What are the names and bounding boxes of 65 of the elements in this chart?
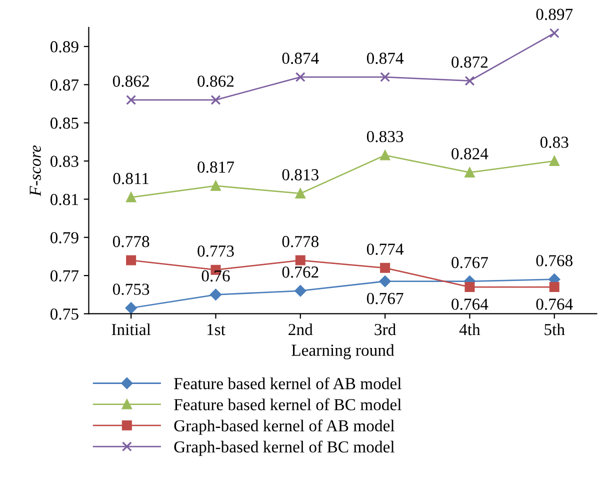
data-label: 0.762 — [282, 266, 318, 278]
legend-label: Graph-based kernel of AB model — [174, 420, 394, 435]
y-tick-label: 0.81 — [50, 194, 78, 206]
point — [295, 72, 306, 82]
point — [380, 72, 390, 82]
data-label: 0.824 — [452, 148, 488, 160]
y-tick-label: 0.87 — [50, 79, 79, 91]
y-tick-label: 0.83 — [50, 156, 78, 168]
point — [126, 94, 136, 105]
data-label: 0.774 — [366, 244, 404, 255]
y-tick-label: 0.85 — [50, 118, 78, 129]
legend-label: Feature based kernel of BC model — [174, 398, 402, 410]
y-tick-label: 0.89 — [50, 41, 78, 52]
data-label: 0.773 — [198, 245, 234, 257]
data-label: 0.764 — [536, 298, 573, 310]
point — [295, 188, 306, 198]
x-tick-label: 3rd — [374, 323, 396, 336]
data-label: 0.817 — [198, 161, 234, 173]
legend-label: Feature based kernel of AB model — [174, 377, 402, 390]
data-label: 0.811 — [113, 172, 149, 184]
data-label: 0.83 — [540, 136, 568, 148]
legend-label: Graph-based kernel of BC model — [174, 440, 394, 456]
data-label: 0.767 — [452, 256, 488, 268]
point — [295, 255, 306, 266]
data-label: 0.813 — [282, 169, 318, 180]
point — [380, 150, 390, 160]
x-tick-label: 4th — [459, 323, 480, 336]
data-label: 0.872 — [452, 56, 488, 68]
x-tick-label: Initial — [112, 323, 151, 336]
point — [125, 302, 137, 314]
data-label: 0.897 — [536, 8, 573, 20]
data-label: 0.862 — [112, 76, 149, 87]
point — [380, 262, 390, 273]
y-tick-label: 0.79 — [50, 232, 78, 244]
point — [210, 94, 221, 105]
point — [464, 282, 475, 292]
point — [379, 276, 391, 288]
x-axis-title: Learning round — [292, 344, 394, 360]
y-axis-title: F-score — [30, 145, 41, 196]
data-label: 0.874 — [366, 52, 404, 64]
data-label: 0.764 — [452, 298, 488, 310]
point — [464, 167, 475, 178]
data-label: 0.833 — [366, 130, 404, 142]
x-tick-label: 5th — [544, 323, 565, 336]
data-label: 0.862 — [198, 76, 234, 87]
point — [549, 28, 560, 38]
point — [126, 192, 136, 202]
x-tick-label: 1st — [207, 324, 226, 336]
y-tick-label: 0.75 — [50, 308, 78, 320]
data-label: 0.874 — [282, 52, 319, 64]
point — [549, 156, 560, 166]
data-label: 0.767 — [366, 292, 404, 304]
data-label: 0.753 — [112, 284, 150, 295]
point — [210, 288, 222, 300]
point — [126, 255, 136, 266]
point — [464, 76, 475, 86]
data-label: 0.768 — [536, 255, 572, 266]
point — [294, 285, 306, 297]
point — [549, 282, 560, 292]
data-label: 0.76 — [202, 270, 230, 282]
x-tick-label: 2nd — [288, 323, 313, 336]
point — [210, 180, 221, 191]
data-label: 0.778 — [112, 236, 150, 248]
y-tick-label: 0.77 — [50, 270, 79, 282]
data-label: 0.778 — [282, 236, 319, 248]
